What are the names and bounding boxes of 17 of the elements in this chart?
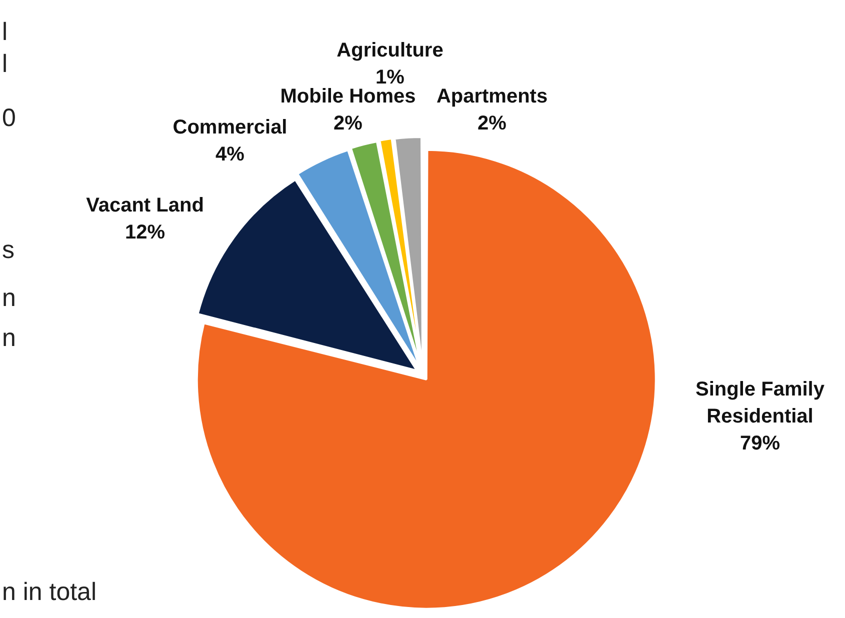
data-label: 12%	[124, 222, 166, 244]
text: n in total	[2, 578, 97, 607]
text: l	[2, 18, 8, 47]
slice-label: Vacant Land	[86, 194, 204, 217]
text: 0	[2, 104, 16, 133]
text: l	[2, 50, 8, 79]
data-label: 79%	[740, 432, 780, 455]
text: n	[2, 284, 16, 313]
data-label: 2%	[334, 112, 363, 135]
slice-label: Single Family Residential	[696, 378, 826, 428]
data-label: 4%	[216, 144, 245, 166]
text: s	[2, 236, 14, 265]
data-label: 2%	[478, 112, 507, 135]
slice-label: Apartments	[436, 86, 548, 108]
text: n	[2, 324, 16, 353]
slice-label: Commercial	[172, 116, 288, 139]
slice-label: Agriculture	[336, 40, 444, 62]
